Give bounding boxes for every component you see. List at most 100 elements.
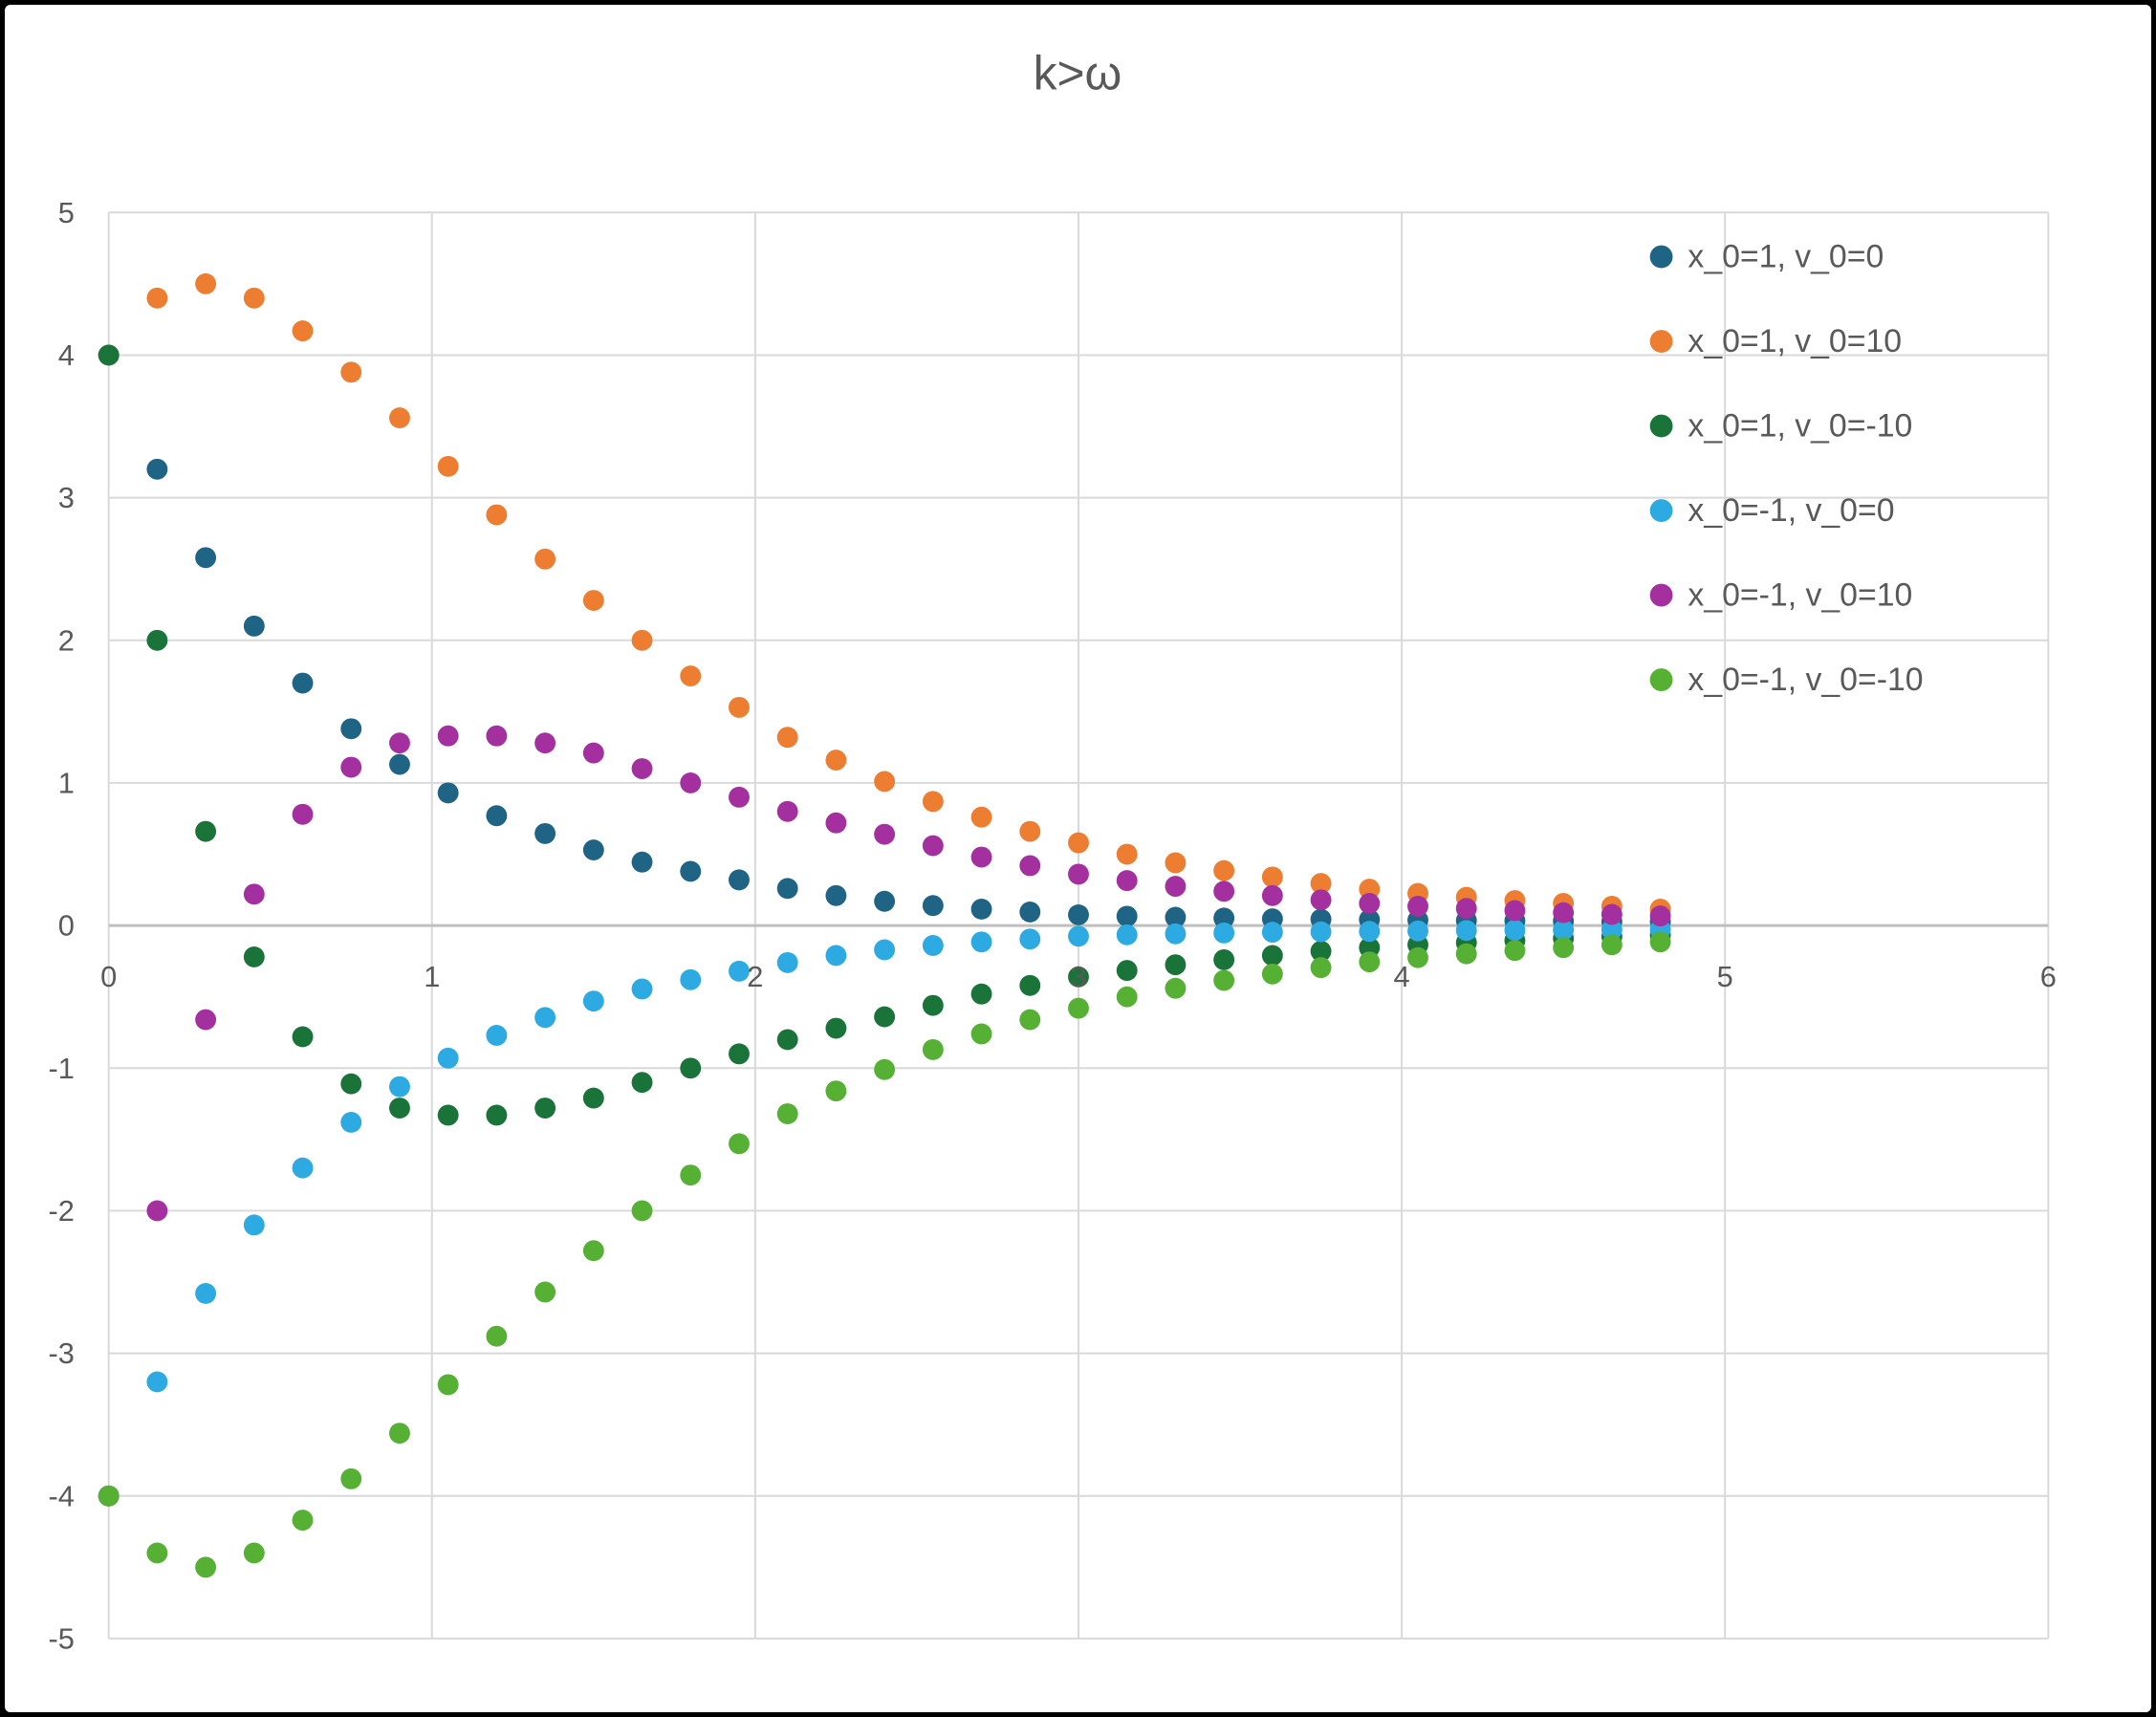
data-point (486, 1025, 508, 1046)
data-point (1359, 921, 1381, 943)
data-point (1068, 903, 1089, 925)
data-point (486, 805, 508, 827)
data-point (98, 1485, 120, 1507)
data-point (146, 1371, 168, 1393)
data-point (1310, 873, 1332, 895)
data-point (243, 1542, 265, 1564)
data-point (1310, 889, 1332, 911)
data-point (389, 1098, 410, 1119)
data-point (1213, 880, 1235, 902)
data-point (874, 1006, 896, 1028)
data-point (243, 883, 265, 905)
data-point (1601, 903, 1622, 925)
y-tick-label: -5 (48, 1621, 74, 1655)
data-point (631, 1200, 653, 1222)
legend: x_0=1, v_0=0 x_0=1, v_0=10 x_0=1, v_0=-10x… (1649, 239, 1924, 698)
legend-label: x_0=-1, v_0=10 (1688, 577, 1912, 614)
data-point (340, 1073, 362, 1095)
data-point (1261, 922, 1283, 944)
data-point (776, 1029, 798, 1051)
data-point (680, 772, 702, 793)
data-point (195, 1009, 217, 1031)
data-point (776, 951, 798, 973)
data-point (534, 548, 556, 570)
y-tick-label: 0 (58, 909, 75, 943)
tick-labels: 5 4 3 2 1 0 -1 -2 -3 -4 -5 0 1 2 3 4 5 6 (48, 196, 2056, 1656)
data-point (1068, 832, 1089, 854)
legend-item: x_0=-1, v_0=10 (1649, 577, 1912, 614)
data-point (195, 1556, 217, 1578)
legend-item: x_0=1, v_0=0 (1649, 239, 1884, 275)
data-point (1407, 896, 1428, 917)
data-point (340, 1467, 362, 1489)
data-point (486, 504, 508, 526)
data-point (146, 1200, 168, 1222)
data-point (243, 1214, 265, 1236)
data-point (1601, 919, 1622, 941)
scatter-chart: 5 4 3 2 1 0 -1 -2 -3 -4 -5 0 1 2 3 4 5 6 k>ω x_0=1, v_0=0… (6, 5, 2150, 1712)
data-point (1213, 969, 1235, 991)
data-point (195, 547, 217, 569)
data-point (146, 287, 168, 309)
data-point (874, 939, 896, 961)
legend-item: x_0=1, v_0=-10 (1649, 408, 1912, 445)
data-point (1019, 820, 1041, 842)
data-point (680, 665, 702, 687)
data-point (437, 782, 459, 804)
data-point (1455, 898, 1477, 920)
data-point (1019, 928, 1041, 950)
legend-label: x_0=1, v_0=10 (1688, 323, 1902, 359)
data-point (825, 1017, 847, 1039)
data-point (1455, 920, 1477, 942)
data-point (437, 1374, 459, 1396)
data-point (1019, 901, 1041, 923)
data-point (1407, 920, 1428, 942)
data-point (195, 272, 217, 294)
data-point (825, 1080, 847, 1102)
legend-swatch (1649, 668, 1673, 691)
data-point (98, 344, 120, 366)
legend-label: x_0=-1, v_0=-10 (1688, 662, 1923, 698)
data-point (146, 458, 168, 480)
y-tick-label: -4 (48, 1479, 74, 1512)
data-point (680, 1057, 702, 1079)
data-point (1068, 966, 1089, 988)
data-point (534, 1098, 556, 1119)
data-point (292, 1157, 314, 1179)
data-point (874, 890, 896, 912)
data-point (437, 725, 459, 747)
data-point (146, 1542, 168, 1564)
data-point (1310, 957, 1332, 979)
data-point (1455, 943, 1477, 965)
data-point (1116, 960, 1138, 982)
data-point (1261, 866, 1283, 888)
x-tick-label: 0 (100, 960, 117, 993)
data-point (582, 1240, 604, 1262)
data-point (534, 822, 556, 844)
data-point (631, 629, 653, 651)
data-point (1165, 876, 1187, 898)
data-point (825, 750, 847, 772)
data-point (1213, 922, 1235, 944)
data-point (1213, 907, 1235, 929)
data-point (729, 786, 750, 808)
series (98, 725, 1671, 1507)
data-point (1359, 893, 1381, 914)
data-point (486, 1104, 508, 1126)
data-point (922, 895, 944, 917)
data-point (1019, 1009, 1041, 1031)
data-point (292, 1026, 314, 1048)
data-point (680, 860, 702, 882)
data-point (582, 839, 604, 860)
data-point (582, 1087, 604, 1109)
data-point (582, 590, 604, 611)
data-point (243, 287, 265, 309)
data-point (1213, 948, 1235, 970)
data-point (486, 1325, 508, 1347)
data-point (1553, 919, 1575, 941)
y-tick-label: -1 (48, 1052, 74, 1085)
data-point (1553, 902, 1575, 924)
data-point (970, 931, 992, 953)
legend-item: x_0=1, v_0=10 (1649, 323, 1902, 359)
